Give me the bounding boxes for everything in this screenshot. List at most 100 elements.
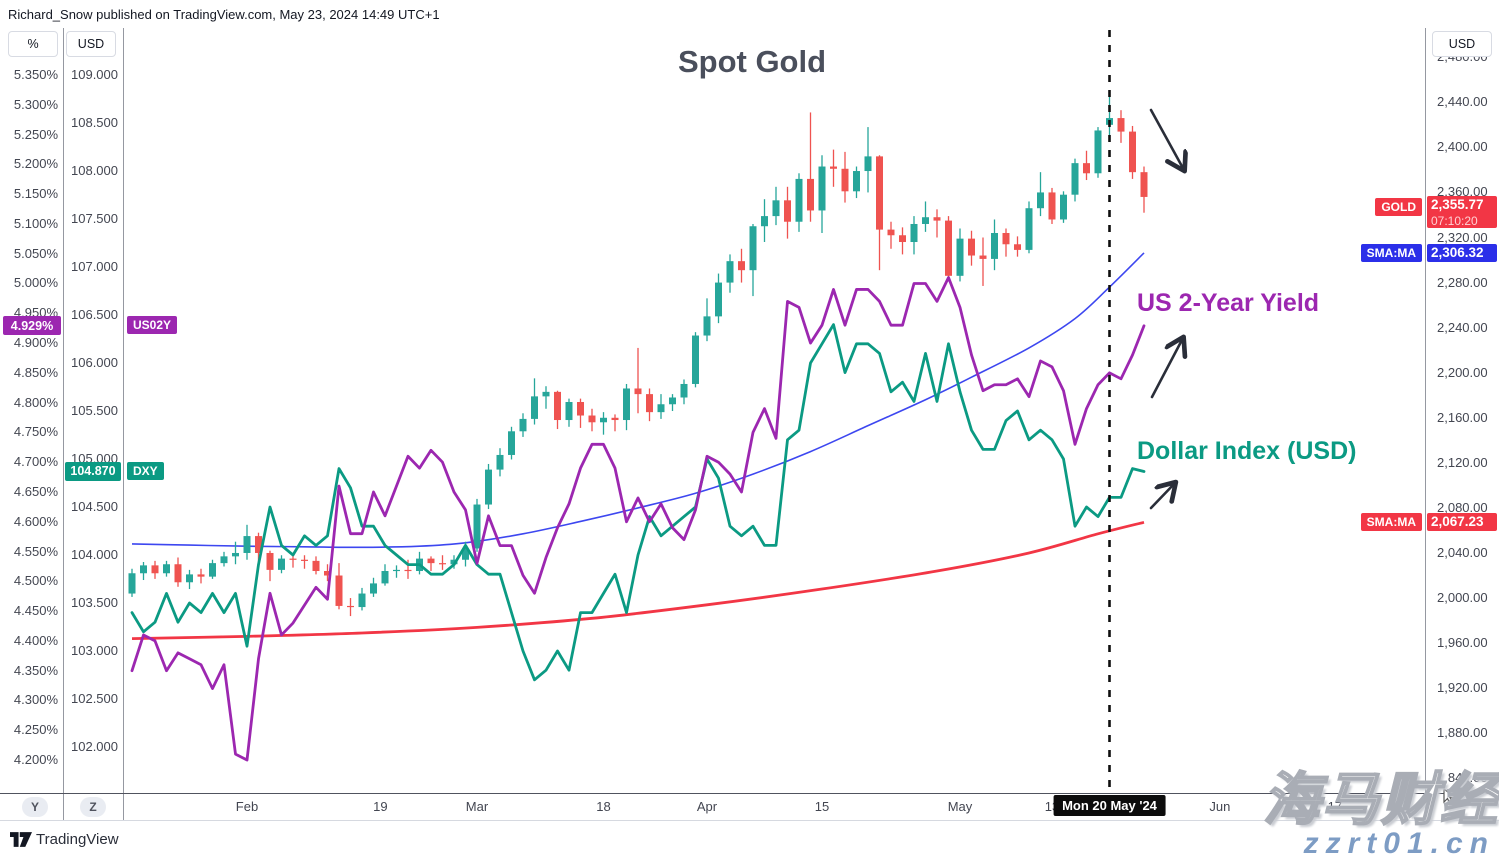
candle — [853, 166, 860, 199]
time-tick-label: 18 — [596, 799, 611, 814]
gold-last-price: 2,355.77 — [1431, 197, 1484, 213]
dxy-tick-label: 104.000 — [71, 547, 118, 562]
gold-tick-label: 2,360.00 — [1437, 184, 1488, 200]
percent-scale-button[interactable]: % — [8, 31, 58, 57]
candle — [393, 565, 400, 578]
dxy-tick-label: 102.500 — [71, 691, 118, 706]
candle — [347, 598, 354, 617]
dxy-price-label: 104.870 — [65, 461, 121, 481]
candle — [807, 112, 814, 222]
percent-tick-label: 4.450% — [13, 603, 58, 619]
left-scale-divider — [123, 28, 124, 820]
gold-tick-label: 2,160.00 — [1437, 409, 1488, 425]
us02y-price-label: 4.929% — [3, 316, 61, 336]
sma-fast-series-tag: SMA:MA — [1360, 243, 1422, 262]
candle — [151, 560, 159, 579]
watermark-site-text: zzrt01.cn — [1303, 827, 1495, 857]
chart-title: Spot Gold — [677, 44, 827, 79]
candle — [266, 550, 274, 582]
candle — [427, 556, 435, 572]
candle — [128, 568, 136, 597]
percent-tick-label: 4.750% — [13, 424, 58, 440]
candle — [761, 199, 768, 243]
candle — [209, 559, 216, 579]
candle — [174, 557, 182, 587]
percent-tick-label: 4.250% — [13, 722, 58, 738]
dxy-tick-label: 108.500 — [71, 115, 118, 130]
candle — [381, 564, 389, 586]
gold-tick-label: 2,200.00 — [1437, 364, 1488, 380]
time-tick-label: Jun — [1209, 799, 1231, 814]
gold-tick-label: 1,840.00 — [1437, 770, 1488, 786]
time-scale[interactable]: Y Z Feb 19 Mar 18 Apr 15 May 13 Jun 17 Mon 20 May… — [0, 793, 1499, 820]
percent-tick-label: 4.350% — [13, 662, 58, 678]
time-tick-label: 17 — [1327, 799, 1343, 814]
us02y-series-tag: US02Y — [127, 316, 178, 335]
gold-tick-label: 2,080.00 — [1437, 499, 1488, 515]
dxy-tick-label: 109.000 — [71, 67, 118, 82]
candle — [1037, 172, 1044, 217]
dxy-tick-label: 105.500 — [71, 403, 118, 418]
candle — [289, 555, 297, 568]
candle — [795, 173, 803, 232]
candle — [611, 414, 619, 432]
candle — [1117, 110, 1125, 143]
candle — [554, 390, 561, 430]
candle — [922, 201, 929, 232]
percent-tick-label: 5.250% — [13, 126, 58, 142]
percent-tick-label: 5.350% — [13, 67, 58, 82]
gold-series-tag: GOLD — [1375, 198, 1422, 217]
time-tick-label: Mar — [465, 799, 489, 814]
time-axis-z-button[interactable]: Z — [80, 797, 106, 817]
candle — [588, 408, 596, 432]
dxy-tick-label: 106.500 — [71, 307, 118, 322]
time-axis-bottom-border — [0, 820, 1499, 821]
time-tick-label: Feb — [235, 799, 259, 814]
percent-tick-label: 4.200% — [13, 752, 58, 768]
candle — [1060, 191, 1067, 223]
candle — [830, 149, 837, 187]
candle — [933, 209, 941, 238]
candle — [646, 388, 653, 422]
gold-countdown-timer: 07:10:20 — [1431, 214, 1478, 229]
candle — [519, 413, 527, 437]
candle — [232, 541, 239, 565]
tradingview-logo-icon[interactable] — [10, 832, 32, 847]
percent-tick-label: 4.300% — [13, 692, 58, 708]
percent-tick-label: 4.850% — [13, 364, 58, 380]
gold-down-arrow — [1149, 108, 1184, 170]
dxy-tick-label: 106.000 — [71, 355, 118, 370]
sma-slow-series-tag: SMA:MA — [1360, 513, 1422, 532]
candle — [140, 561, 147, 581]
mouse-cursor-icon — [1443, 788, 1457, 805]
time-tick-label: May — [947, 799, 973, 814]
gold-tick-label: 2,320.00 — [1437, 229, 1488, 245]
candle — [945, 216, 952, 282]
time-tick-label: 19 — [373, 799, 388, 814]
dxy-line — [130, 323, 1146, 682]
percent-tick-label: 5.050% — [13, 245, 58, 261]
percent-scale-divider — [63, 28, 64, 820]
percent-tick-label: 4.650% — [13, 483, 58, 499]
candle — [680, 379, 688, 405]
usd-left-scale-button[interactable]: USD — [66, 31, 116, 57]
right-scale-divider — [1425, 28, 1426, 820]
sma-fast-price-box: 2,306.32 — [1427, 243, 1497, 262]
us2y-annotation-label: US 2-Year Yield — [1137, 289, 1320, 317]
candle — [600, 412, 607, 435]
gold-candlestick-series — [128, 91, 1148, 617]
sma-fast-line — [131, 252, 1145, 549]
candle — [485, 463, 492, 510]
candle — [1094, 127, 1102, 178]
time-axis-y-button[interactable]: Y — [22, 797, 48, 817]
pane-bottom-border — [0, 793, 1499, 794]
candle — [692, 332, 699, 388]
candle — [818, 155, 826, 233]
candle — [715, 273, 722, 324]
usd-right-scale-button[interactable]: USD — [1432, 31, 1492, 57]
candle — [531, 378, 538, 425]
gold-tick-label: 2,000.00 — [1437, 590, 1488, 606]
gold-tick-label: 2,040.00 — [1437, 544, 1488, 560]
candle — [335, 563, 343, 610]
